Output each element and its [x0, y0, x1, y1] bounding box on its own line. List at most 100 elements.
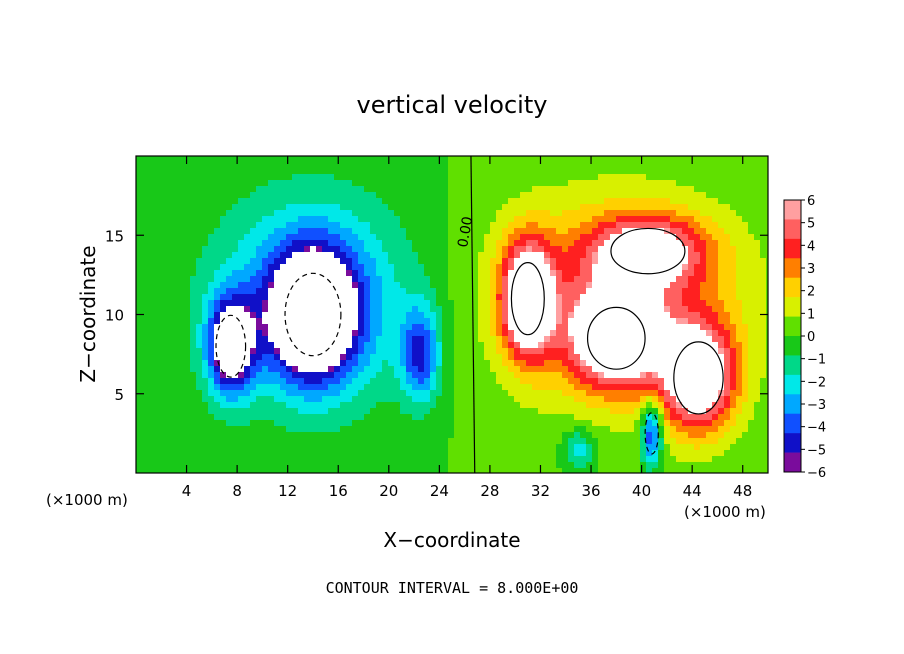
field-cell: [418, 366, 425, 373]
field-cell: [136, 402, 143, 409]
field-cell: [610, 420, 617, 427]
field-cell: [682, 432, 689, 439]
field-cell: [364, 252, 371, 259]
field-cell: [616, 312, 623, 319]
field-cell: [364, 246, 371, 253]
field-cell: [364, 156, 371, 163]
field-cell: [652, 192, 659, 199]
field-cell: [760, 252, 767, 259]
field-cell: [562, 180, 569, 187]
field-cell: [388, 330, 395, 337]
field-cell: [280, 156, 287, 163]
field-cell: [220, 186, 227, 193]
field-cell: [598, 378, 605, 385]
field-cell: [430, 156, 437, 163]
field-cell: [640, 318, 647, 325]
field-cell: [136, 408, 143, 415]
field-cell: [640, 234, 647, 241]
field-cell: [478, 276, 485, 283]
field-cell: [502, 402, 509, 409]
field-cell: [730, 240, 737, 247]
field-cell: [238, 294, 245, 301]
field-cell: [310, 234, 317, 241]
field-cell: [340, 384, 347, 391]
field-cell: [526, 396, 533, 403]
field-cell: [148, 282, 155, 289]
field-cell: [262, 312, 269, 319]
field-cell: [424, 246, 431, 253]
field-cell: [160, 294, 167, 301]
field-cell: [160, 180, 167, 187]
field-cell: [580, 324, 587, 331]
field-cell: [340, 420, 347, 427]
field-cell: [184, 390, 191, 397]
field-cell: [490, 270, 497, 277]
field-cell: [346, 228, 353, 235]
field-cell: [724, 402, 731, 409]
field-cell: [340, 198, 347, 205]
field-cell: [538, 210, 545, 217]
field-cell: [430, 324, 437, 331]
field-cell: [418, 324, 425, 331]
field-cell: [142, 210, 149, 217]
field-cell: [490, 396, 497, 403]
field-cell: [706, 408, 713, 415]
field-cell: [466, 324, 473, 331]
field-cell: [472, 390, 479, 397]
field-cell: [628, 234, 635, 241]
field-cell: [358, 192, 365, 199]
field-cell: [532, 288, 539, 295]
field-cell: [580, 270, 587, 277]
field-cell: [688, 156, 695, 163]
field-cell: [628, 348, 635, 355]
field-cell: [592, 198, 599, 205]
field-cell: [238, 420, 245, 427]
field-cell: [202, 396, 209, 403]
field-cell: [430, 204, 437, 211]
field-cell: [640, 372, 647, 379]
field-cell: [646, 402, 653, 409]
field-cell: [280, 210, 287, 217]
field-cell: [568, 252, 575, 259]
field-cell: [604, 234, 611, 241]
field-cell: [730, 348, 737, 355]
field-cell: [544, 252, 551, 259]
field-cell: [544, 426, 551, 433]
field-cell: [208, 438, 215, 445]
field-cell: [724, 252, 731, 259]
field-cell: [532, 372, 539, 379]
field-cell: [442, 300, 449, 307]
field-cell: [238, 252, 245, 259]
field-cell: [172, 300, 179, 307]
field-cell: [226, 162, 233, 169]
field-cell: [502, 372, 509, 379]
field-cell: [586, 270, 593, 277]
field-cell: [670, 294, 677, 301]
field-cell: [580, 366, 587, 373]
field-cell: [340, 210, 347, 217]
field-cell: [640, 330, 647, 337]
field-cell: [604, 384, 611, 391]
field-cell: [148, 318, 155, 325]
field-cell: [364, 294, 371, 301]
field-cell: [430, 192, 437, 199]
field-cell: [262, 348, 269, 355]
field-cell: [664, 258, 671, 265]
field-cell: [472, 288, 479, 295]
field-cell: [652, 300, 659, 307]
field-cell: [526, 276, 533, 283]
field-cell: [292, 234, 299, 241]
field-cell: [238, 282, 245, 289]
field-cell: [442, 162, 449, 169]
field-cell: [316, 336, 323, 343]
field-cell: [460, 174, 467, 181]
field-cell: [346, 432, 353, 439]
field-cell: [706, 336, 713, 343]
field-cell: [250, 240, 257, 247]
field-cell: [742, 306, 749, 313]
field-cell: [136, 294, 143, 301]
field-cell: [688, 240, 695, 247]
field-cell: [256, 342, 263, 349]
field-cell: [238, 324, 245, 331]
field-cell: [484, 420, 491, 427]
